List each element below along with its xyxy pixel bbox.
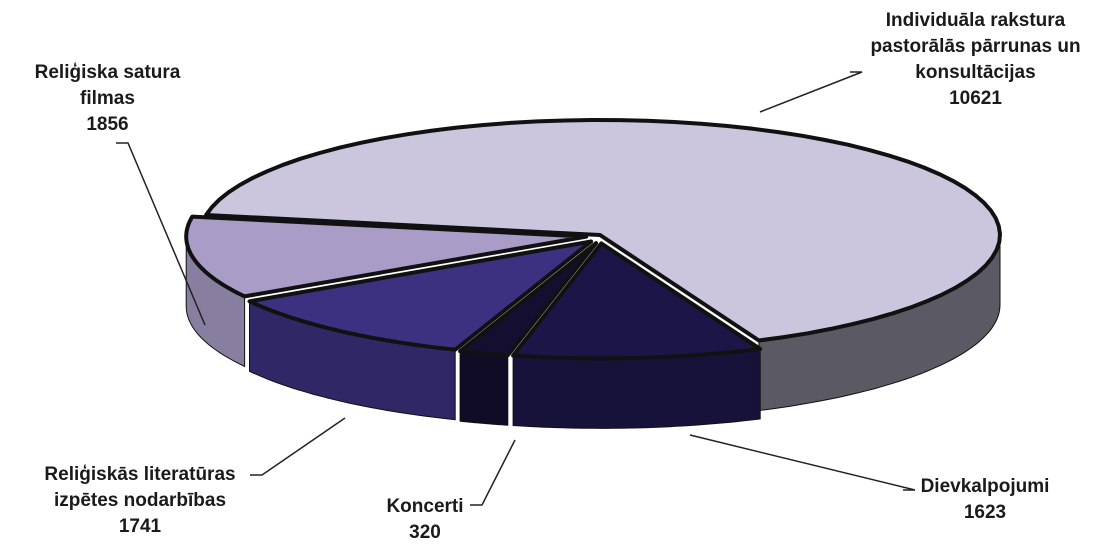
leader-line	[250, 417, 346, 476]
data-label: Koncerti 320	[375, 494, 475, 546]
label-value: 10621	[949, 88, 1002, 109]
slice	[247, 239, 594, 352]
slice	[458, 241, 599, 358]
label-category: Reliģiska satura filmas	[34, 62, 181, 109]
slice-side	[512, 348, 761, 429]
leader-line	[470, 439, 516, 506]
slice	[511, 241, 763, 361]
slice	[184, 214, 589, 299]
label-value: 320	[409, 522, 441, 543]
slice	[204, 118, 1002, 343]
label-value: 1741	[118, 516, 162, 537]
label-category: Individuāla rakstura pastorālās pārrunas…	[870, 10, 1081, 83]
data-label: Dievkalpojumi 1623	[900, 474, 1070, 526]
slice-side	[459, 350, 509, 426]
label-value: 1623	[963, 502, 1007, 523]
label-category: Reliģiskās literatūras izpētes nodarbība…	[44, 464, 236, 511]
data-label: Reliģiskās literatūras izpētes nodarbība…	[20, 462, 260, 540]
data-label: Reliģiska satura filmas 1856	[20, 60, 195, 138]
label-category: Koncerti	[386, 496, 464, 517]
leader-line	[689, 434, 916, 491]
leader-line	[116, 142, 206, 326]
data-label: Individuāla rakstura pastorālās pārrunas…	[868, 8, 1083, 112]
leader-line	[759, 71, 863, 113]
label-value: 1856	[86, 114, 129, 135]
label-category: Dievkalpojumi	[920, 476, 1050, 497]
